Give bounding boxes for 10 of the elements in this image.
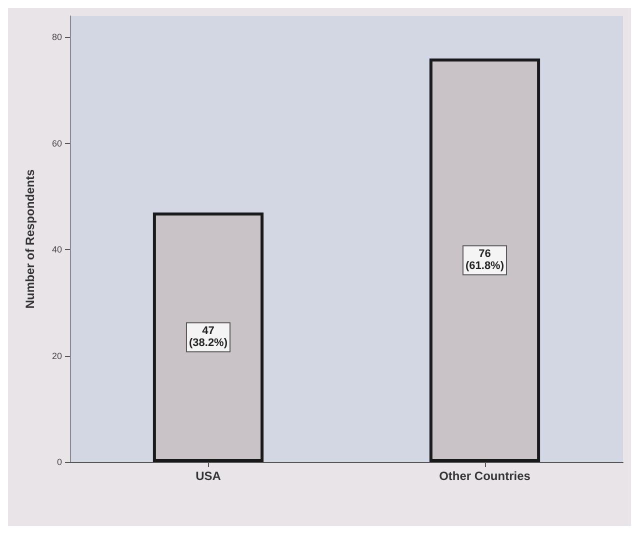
y-tick-label: 0 <box>56 457 62 467</box>
data-label: 76 (61.8%) <box>465 248 504 272</box>
x-tick-label: USA <box>196 469 222 483</box>
x-tick-label: Other Countries <box>439 469 531 483</box>
y-axis-title: Number of Respondents <box>23 169 37 309</box>
y-tick-label: 60 <box>52 138 62 148</box>
data-label: 47 (38.2%) <box>188 325 228 350</box>
y-tick-label: 20 <box>52 350 62 361</box>
y-tick-label: 80 <box>52 32 62 42</box>
y-tick-label: 40 <box>52 244 62 255</box>
